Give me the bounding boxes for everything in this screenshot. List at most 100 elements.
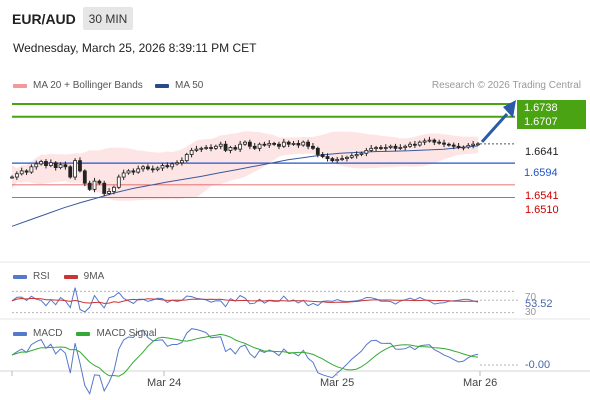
candle-body — [228, 147, 233, 151]
candle-body — [53, 162, 58, 169]
candle-body — [325, 156, 330, 159]
candle-body — [184, 154, 189, 162]
candle-body — [476, 143, 480, 146]
x-label-mar26: Mar 26 — [463, 377, 498, 389]
candle-body — [170, 163, 175, 168]
candle-body — [24, 170, 29, 173]
candle-body — [437, 141, 442, 144]
projection-arrowhead — [503, 100, 516, 119]
candle-body — [29, 166, 34, 173]
x-label-mar25: Mar 25 — [320, 377, 355, 389]
candle-body — [189, 149, 194, 155]
candle-body — [155, 167, 160, 171]
legend-rsi-ma-label: 9MA — [83, 271, 105, 282]
rsi-tick-70: 70 — [525, 292, 537, 303]
candle-body — [408, 143, 412, 147]
candle-body — [340, 158, 344, 160]
candle-body — [150, 168, 155, 171]
candle-body — [359, 152, 364, 155]
candle-body — [48, 162, 53, 166]
level-resistance-2: 1.6738 — [517, 100, 586, 115]
candle-body — [87, 182, 92, 190]
candle-body — [345, 156, 349, 159]
candle-body — [291, 143, 296, 145]
candle-body — [175, 162, 179, 165]
ma50-swatch — [155, 83, 169, 88]
candle-body — [121, 172, 126, 178]
candle-body — [107, 191, 111, 194]
candle-body — [78, 160, 82, 172]
candle-body — [422, 140, 427, 143]
candle-body — [369, 147, 374, 151]
candle-body — [432, 139, 437, 143]
candle-body — [213, 145, 218, 149]
legend-macd-signal-label: MACD Signal — [96, 328, 157, 339]
legend-rsi: RSI 9MA — [13, 271, 104, 282]
candle-body — [73, 160, 78, 178]
macd-swatch — [13, 331, 27, 336]
candle-body — [301, 141, 306, 146]
credit-text: Research © 2026 Trading Central — [431, 80, 581, 91]
rsi-line — [11, 287, 479, 313]
candle-body — [330, 158, 335, 162]
candle-body — [194, 148, 199, 151]
candle-body — [286, 141, 291, 145]
candle-body — [262, 143, 267, 146]
candle-body — [126, 170, 131, 174]
candle-body — [442, 142, 446, 145]
candle-body — [383, 147, 388, 149]
rsi-ma-line — [11, 297, 479, 304]
candle-body — [141, 166, 145, 170]
candle-body — [233, 147, 238, 150]
candle-body — [451, 144, 456, 147]
legend-macd-label: MACD — [33, 328, 63, 339]
candle-body — [116, 176, 121, 188]
candle-body — [466, 145, 471, 148]
candle-body — [165, 165, 170, 168]
candle-body — [320, 154, 325, 157]
candle-body — [471, 143, 476, 146]
candle-body — [277, 143, 281, 147]
candle-body — [267, 143, 272, 146]
candle-body — [243, 141, 247, 145]
level-pivot: 1.6594 — [517, 165, 586, 180]
candle-body — [92, 180, 97, 190]
level-support-1: 1.6541 — [525, 190, 559, 202]
candle-body — [97, 180, 102, 184]
candle-body — [393, 145, 398, 149]
ma50-line — [11, 145, 479, 227]
candle-body — [306, 141, 311, 147]
candle-body — [349, 155, 354, 158]
candle-body — [281, 141, 286, 147]
candle-body — [296, 143, 301, 146]
candle-body — [461, 146, 466, 149]
level-last-price: 1.6641 — [517, 144, 586, 159]
candle-body — [456, 145, 461, 148]
candle-body — [364, 149, 369, 154]
candle-body — [19, 170, 24, 175]
candle-body — [379, 147, 383, 149]
candle-body — [136, 168, 141, 173]
candle-body — [412, 143, 417, 146]
timeframe-button[interactable]: 30 MIN — [83, 7, 133, 30]
candle-body — [354, 154, 359, 157]
macd-signal-line — [11, 333, 479, 377]
legend-ma50: MA 50 — [155, 80, 203, 91]
candle-body — [374, 147, 378, 149]
candle-body — [257, 143, 262, 149]
legend-rsi-label: RSI — [33, 271, 50, 282]
legend-macd: MACD MACD Signal — [13, 328, 156, 339]
candle-body — [272, 143, 277, 145]
candle-body — [131, 170, 136, 173]
candle-body — [238, 143, 243, 150]
candle-body — [44, 161, 48, 166]
candle-body — [63, 164, 68, 168]
candle-body — [315, 147, 320, 155]
level-resistance-1: 1.6707 — [517, 114, 586, 129]
bollinger-swatch — [13, 83, 27, 88]
candle-body — [427, 139, 432, 142]
candle-body — [218, 143, 223, 147]
candle-body — [311, 145, 315, 149]
candle-body — [82, 170, 87, 184]
